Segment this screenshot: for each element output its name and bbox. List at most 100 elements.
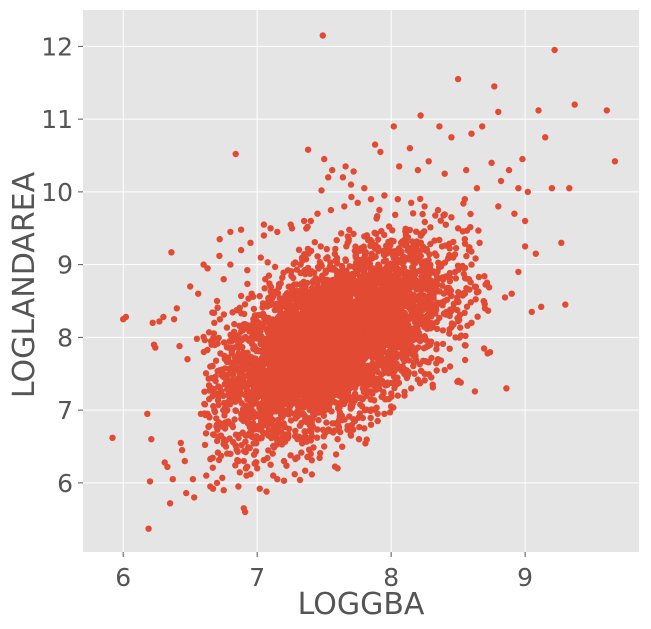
data-point bbox=[248, 394, 255, 401]
data-point bbox=[319, 272, 326, 279]
data-point bbox=[227, 331, 234, 338]
data-point bbox=[292, 308, 299, 316]
data-point bbox=[241, 301, 249, 308]
data-point bbox=[272, 328, 279, 335]
data-point bbox=[244, 280, 251, 288]
data-point bbox=[344, 239, 351, 247]
data-point bbox=[301, 428, 308, 435]
data-point bbox=[392, 211, 399, 218]
data-point bbox=[480, 345, 488, 352]
data-point bbox=[390, 311, 397, 318]
data-point bbox=[244, 463, 251, 470]
data-point bbox=[380, 339, 388, 346]
data-point bbox=[267, 341, 274, 348]
data-point bbox=[308, 398, 315, 405]
data-point bbox=[348, 384, 355, 391]
data-point bbox=[205, 329, 213, 336]
data-point bbox=[256, 292, 263, 300]
data-point bbox=[369, 390, 376, 397]
data-point bbox=[237, 292, 245, 300]
data-point bbox=[342, 360, 349, 368]
data-point bbox=[446, 312, 453, 320]
data-point bbox=[296, 422, 304, 429]
data-point bbox=[250, 319, 257, 326]
data-point bbox=[422, 358, 429, 365]
data-point bbox=[332, 451, 340, 458]
data-point bbox=[250, 305, 258, 313]
data-point bbox=[279, 274, 286, 281]
data-point bbox=[332, 245, 339, 253]
data-point bbox=[236, 469, 243, 476]
data-point bbox=[254, 312, 261, 319]
data-point bbox=[463, 303, 471, 310]
data-point bbox=[441, 259, 449, 266]
data-point bbox=[299, 355, 307, 362]
data-point bbox=[450, 321, 457, 328]
data-point bbox=[386, 270, 393, 277]
data-point bbox=[420, 345, 428, 352]
data-point bbox=[364, 334, 371, 341]
data-point bbox=[331, 276, 338, 283]
data-point bbox=[231, 354, 239, 362]
data-point bbox=[351, 390, 359, 397]
data-point bbox=[232, 407, 240, 415]
data-point bbox=[265, 447, 272, 454]
data-point bbox=[382, 257, 389, 264]
data-point bbox=[215, 401, 222, 409]
data-point bbox=[260, 320, 267, 327]
data-point bbox=[317, 450, 324, 457]
data-point bbox=[379, 349, 386, 356]
data-point bbox=[233, 389, 240, 396]
data-point bbox=[406, 315, 413, 323]
data-point bbox=[352, 243, 359, 250]
data-point bbox=[342, 319, 349, 326]
data-point bbox=[207, 455, 214, 462]
data-point bbox=[414, 328, 422, 335]
data-point bbox=[397, 277, 404, 284]
data-point bbox=[446, 330, 453, 337]
data-point bbox=[299, 392, 307, 400]
data-point bbox=[350, 416, 357, 423]
data-point bbox=[433, 346, 440, 353]
data-point bbox=[403, 372, 410, 380]
data-point bbox=[320, 412, 327, 419]
data-point bbox=[298, 434, 306, 442]
data-point bbox=[237, 356, 245, 363]
data-point bbox=[212, 357, 220, 364]
data-point bbox=[305, 250, 312, 257]
data-point bbox=[307, 292, 315, 300]
data-point bbox=[284, 267, 292, 274]
data-point bbox=[225, 380, 233, 388]
data-point bbox=[345, 312, 352, 319]
data-point bbox=[411, 316, 418, 323]
data-point bbox=[362, 385, 369, 392]
data-point bbox=[347, 359, 354, 366]
data-point bbox=[272, 340, 280, 347]
data-point bbox=[311, 239, 318, 246]
data-point bbox=[394, 374, 401, 381]
data-point bbox=[474, 313, 481, 320]
data-point bbox=[364, 261, 372, 269]
data-point bbox=[258, 434, 265, 442]
data-point bbox=[300, 381, 307, 388]
data-point bbox=[377, 273, 384, 280]
data-point bbox=[348, 403, 356, 411]
data-point bbox=[338, 372, 345, 379]
data-point bbox=[410, 332, 417, 339]
data-point bbox=[350, 426, 357, 433]
data-point bbox=[432, 212, 439, 219]
data-point bbox=[306, 422, 314, 429]
data-point bbox=[215, 334, 222, 342]
data-point bbox=[399, 363, 406, 370]
data-point bbox=[433, 341, 441, 348]
data-point bbox=[291, 347, 298, 355]
data-point bbox=[235, 434, 242, 442]
data-point bbox=[395, 351, 402, 358]
data-point bbox=[321, 403, 328, 410]
data-point bbox=[322, 334, 329, 341]
data-point bbox=[410, 250, 418, 257]
data-point bbox=[302, 467, 309, 474]
data-point bbox=[428, 289, 435, 296]
data-point bbox=[358, 264, 365, 271]
data-point bbox=[335, 294, 342, 301]
